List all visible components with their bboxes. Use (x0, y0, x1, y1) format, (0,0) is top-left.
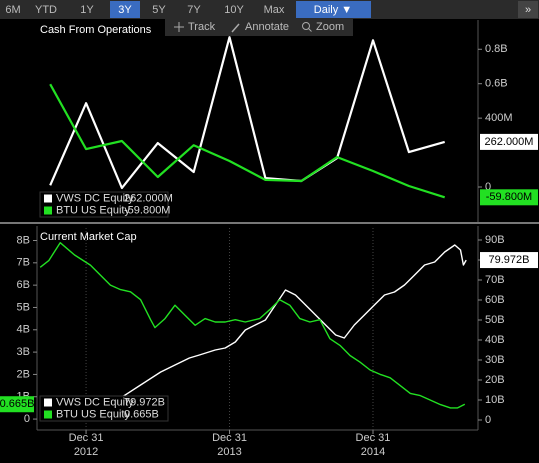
legend-swatch (44, 194, 52, 203)
y-tick-label: 0 (24, 413, 30, 425)
legend-box (39, 395, 169, 422)
series-line (39, 242, 466, 409)
legend-swatch (44, 410, 52, 419)
range-label: 6M (5, 4, 20, 16)
legend-name: VWS DC Equity (56, 396, 134, 408)
legend-name: BTU US Equity (56, 204, 130, 216)
range-label: Max (264, 4, 285, 16)
series-line (40, 244, 467, 416)
range-button[interactable] (28, 1, 64, 18)
value-tag (0, 396, 34, 413)
legend-swatch (44, 206, 52, 215)
x-tick-label: Dec 31 (356, 432, 391, 444)
legend-name: BTU US Equity (56, 408, 130, 420)
y-tick-label: 6B (17, 279, 30, 291)
legend-box (39, 191, 169, 218)
y-tick-label: 2B (17, 368, 30, 380)
value-tag (480, 189, 538, 206)
y-tick-label: 50B (485, 314, 505, 326)
legend-swatch (44, 398, 52, 407)
zoom-icon (302, 22, 310, 30)
x-tick-label: Dec 31 (212, 432, 247, 444)
zoom-icon-handle (308, 28, 312, 32)
y-tick-label: 0.8B (485, 43, 508, 55)
legend-name: VWS DC Equity (56, 192, 134, 204)
range-label: 10Y (224, 4, 244, 16)
y-tick-label: 8B (17, 234, 30, 246)
more-button[interactable] (518, 1, 538, 18)
y-tick-label: 400M (485, 112, 513, 124)
y-tick-label: 0 (485, 414, 491, 426)
tool-label: Track (188, 21, 216, 33)
track-icon (174, 22, 184, 32)
value-tag-label: 262.000M (485, 136, 534, 148)
y-tick-label: 30B (485, 354, 505, 366)
range-label: 1Y (80, 4, 94, 16)
range-button[interactable] (110, 1, 140, 18)
legend-value: 0.665B (124, 408, 159, 420)
series-line (49, 83, 446, 199)
chart-title: Current Market Cap (40, 231, 137, 243)
value-tag (480, 133, 538, 150)
range-label: 7Y (187, 4, 201, 16)
more-label: » (525, 4, 531, 16)
y-tick-label: 20B (485, 374, 505, 386)
legend-value: 79.972B (124, 396, 165, 408)
value-tag (480, 252, 538, 269)
series-line (49, 36, 446, 190)
legend-value: 262.000M (124, 192, 173, 204)
range-button[interactable] (145, 1, 173, 18)
tool-label: Annotate (245, 21, 289, 33)
y-tick-label: 70B (485, 274, 505, 286)
frequency-label: Daily ▼ (314, 4, 352, 16)
y-tick-label: 7B (17, 257, 30, 269)
range-button[interactable] (258, 1, 290, 18)
value-tag-label: 79.972B (489, 254, 530, 266)
y-tick-label: 10B (485, 394, 505, 406)
chart-title: Cash From Operations (40, 24, 152, 36)
legend-value: -59.800M (124, 204, 170, 216)
y-tick-label: 0.6B (485, 78, 508, 90)
range-button[interactable] (180, 1, 208, 18)
range-label: YTD (35, 4, 57, 16)
range-button[interactable] (0, 1, 26, 18)
x-tick-year: 2014 (361, 446, 385, 458)
range-label: 3Y (118, 4, 132, 16)
range-button[interactable] (218, 1, 250, 18)
y-tick-label: 5B (17, 301, 30, 313)
y-tick-label: 4B (17, 324, 30, 336)
range-button[interactable] (73, 1, 101, 18)
y-tick-label: 3B (17, 346, 30, 358)
x-tick-year: 2013 (217, 446, 241, 458)
y-tick-label: 60B (485, 294, 505, 306)
value-tag-label: 0.665B (0, 398, 34, 410)
annotate-icon (231, 23, 240, 33)
y-tick-label: 90B (485, 234, 505, 246)
y-tick-label: 40B (485, 334, 505, 346)
x-tick-label: Dec 31 (69, 432, 104, 444)
value-tag-label: -59.800M (486, 191, 532, 203)
x-tick-year: 2012 (74, 446, 98, 458)
tool-label: Zoom (316, 21, 344, 33)
y-tick-label: 0 (485, 181, 491, 193)
range-label: 5Y (152, 4, 166, 16)
frequency-button[interactable] (296, 1, 371, 18)
